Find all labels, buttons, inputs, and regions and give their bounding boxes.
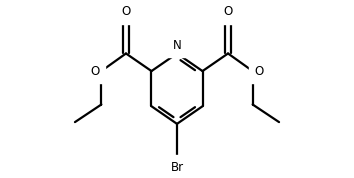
Text: O: O [91, 65, 100, 78]
Text: Br: Br [170, 161, 184, 174]
Text: N: N [173, 39, 181, 52]
Text: O: O [121, 5, 131, 18]
Text: O: O [223, 5, 233, 18]
Text: O: O [254, 65, 263, 78]
